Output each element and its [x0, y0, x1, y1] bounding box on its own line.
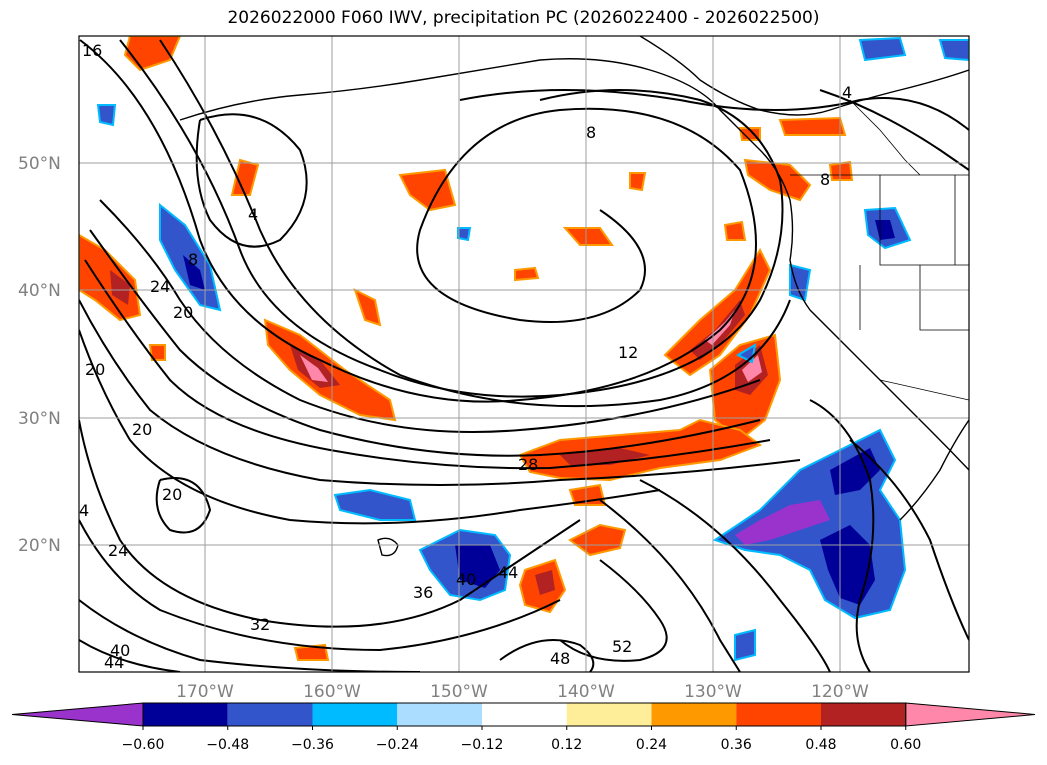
contour-label: 24	[150, 277, 170, 296]
lat-label-20n: 20°N	[18, 536, 61, 556]
colorbar: −0.60 −0.48 −0.36 −0.24 −0.12 0.12 0.24 0.36 0.4…	[11, 702, 1036, 753]
contour-labels: 16 4 4 8 8 8 12 24 20 20 20 20 4 24 28 3…	[79, 41, 852, 672]
contour-label: 20	[162, 485, 182, 504]
contour-label: 48	[550, 649, 570, 668]
contour-label: 28	[518, 455, 538, 474]
contour-label: 4	[248, 205, 258, 224]
lon-label-150w: 150°W	[430, 682, 488, 702]
lat-label-40n: 40°N	[18, 281, 61, 301]
contour-label: 44	[104, 653, 124, 672]
colorbar-tick-label: 0.24	[636, 737, 667, 753]
colorbar-extend-min	[11, 702, 144, 727]
colorbar-segment	[397, 703, 482, 726]
contour-label: 20	[132, 420, 152, 439]
lat-label-30n: 30°N	[18, 409, 61, 429]
contour-label: 8	[188, 250, 198, 269]
iwv-contours	[79, 39, 969, 672]
contour-label: 36	[413, 583, 433, 602]
colorbar-tick-label: −0.12	[461, 737, 504, 753]
lon-label-130w: 130°W	[684, 682, 742, 702]
colorbar-segment	[482, 703, 567, 726]
colorbar-tick-label: −0.60	[122, 737, 165, 753]
precip-shading	[79, 36, 969, 662]
lon-label-140w: 140°W	[557, 682, 615, 702]
lat-label-50n: 50°N	[18, 154, 61, 174]
colorbar-segment	[227, 703, 313, 726]
colorbar-frame	[142, 702, 907, 727]
colorbar-segment	[821, 703, 906, 726]
contour-label: 4	[79, 501, 89, 520]
contour-label: 52	[612, 637, 632, 656]
colorbar-segment	[736, 703, 821, 726]
colorbar-segment	[143, 703, 228, 726]
contour-label: 20	[85, 360, 105, 379]
contour-label: 8	[820, 170, 830, 189]
contour-label: 20	[173, 303, 193, 322]
colorbar-tick-label: −0.48	[206, 737, 249, 753]
contour-label: 4	[842, 83, 852, 102]
contour-label: 40	[110, 641, 130, 660]
lon-label-170w: 170°W	[176, 682, 234, 702]
map-title: 2026022000 F060 IWV, precipitation PC (2…	[227, 8, 820, 28]
colorbar-extend-max	[905, 702, 1036, 727]
coastlines	[179, 36, 969, 557]
colorbar-tick-label: 0.36	[721, 737, 752, 753]
colorbar-segment	[312, 703, 398, 726]
contour-label: 40	[456, 570, 476, 589]
latitude-labels: 50°N 40°N 30°N 20°N	[18, 154, 61, 556]
colorbar-tick-label: −0.24	[376, 737, 419, 753]
colorbar-tick-label: −0.36	[291, 737, 334, 753]
colorbar-tick-label: 0.12	[551, 737, 582, 753]
contour-label: 12	[618, 343, 638, 362]
map-frame	[78, 35, 970, 673]
colorbar-tick-label: 0.60	[890, 737, 921, 753]
contour-label: 44	[498, 563, 518, 582]
political-borders	[790, 99, 969, 401]
graticule	[79, 36, 969, 672]
colorbar-segment	[566, 703, 652, 726]
colorbar-segment	[651, 703, 737, 726]
contour-label: 32	[250, 615, 270, 634]
contour-label: 24	[108, 541, 128, 560]
contour-label: 8	[586, 123, 596, 142]
lon-label-120w: 120°W	[811, 682, 869, 702]
lon-label-160w: 160°W	[303, 682, 361, 702]
contour-label: 16	[82, 41, 102, 60]
colorbar-tick-label: 0.48	[805, 737, 836, 753]
longitude-labels: 170°W 160°W 150°W 140°W 130°W 120°W	[176, 682, 869, 702]
